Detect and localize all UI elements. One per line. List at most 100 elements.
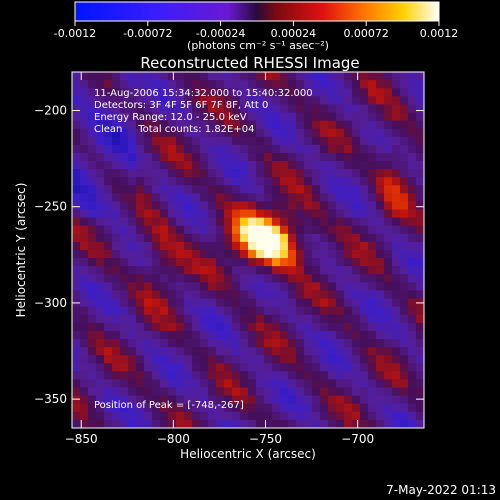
heatmap-cell [280,217,289,227]
heatmap-cell [80,152,89,162]
heatmap-cell [264,290,273,300]
heatmap-cell [184,419,193,428]
heatmap-cell [408,379,417,389]
heatmap-cell [240,306,249,316]
heatmap-cell [344,112,353,122]
heatmap-cell [368,419,377,428]
heatmap-cell [224,88,233,97]
heatmap-cell [80,363,89,372]
heatmap-cell [360,152,369,162]
heatmap-cell [248,339,257,348]
heatmap-cell [280,371,289,380]
heatmap-cell [208,233,217,243]
heatmap-cell [184,120,193,130]
heatmap-cell [376,274,385,283]
heatmap-cell [96,403,105,413]
heatmap-cell [352,314,361,324]
heatmap-cell [136,104,145,113]
heatmap-cell [304,144,313,154]
heatmap-cell [144,250,153,259]
heatmap-cell [224,395,233,405]
heatmap-cell [384,225,393,235]
heatmap-cell [320,419,329,428]
heatmap-cell [168,161,177,170]
heatmap-cell [176,250,185,259]
heatmap-cell [392,274,401,283]
heatmap-cell [224,363,233,372]
heatmap-cell [400,185,409,194]
heatmap-cell [224,96,233,105]
heatmap-cell [240,128,249,138]
heatmap-cell [160,322,169,332]
heatmap-cell [376,379,385,389]
heatmap-cell [344,403,353,413]
heatmap-cell [392,201,401,211]
heatmap-cell [104,330,113,340]
heatmap-cell [360,339,369,348]
heatmap-cell [344,387,353,397]
y-tick-label: −250 [34,200,67,214]
heatmap-cell [88,274,97,283]
heatmap-cell [200,112,209,122]
heatmap-cell [128,250,137,259]
heatmap-cell [360,233,369,243]
heatmap-cell [352,152,361,162]
heatmap-cell [400,88,409,97]
heatmap-cell [320,185,329,194]
heatmap-cell [264,144,273,154]
heatmap-cell [384,72,393,81]
heatmap-cell [96,201,105,211]
heatmap-cell [136,88,145,97]
heatmap-cell [168,411,177,421]
heatmap-cell [120,241,129,251]
heatmap-cell [352,298,361,308]
heatmap-cell [176,209,185,219]
heatmap-cell [240,371,249,380]
heatmap-cell [160,355,169,364]
heatmap-cell [248,419,257,428]
heatmap-cell [224,379,233,389]
y-tick-label: −300 [34,296,67,310]
heatmap-cell [352,128,361,138]
heatmap-cell [400,104,409,113]
heatmap-cell [320,314,329,324]
heatmap-cell [88,330,97,340]
heatmap-cell [416,403,424,413]
heatmap-cell [224,314,233,324]
heatmap-cell [112,185,121,194]
heatmap-cell [328,339,337,348]
heatmap-cell [360,209,369,219]
heatmap-cell [184,403,193,413]
heatmap-cell [136,185,145,194]
heatmap-cell [272,419,281,428]
heatmap-cell [320,411,329,421]
heatmap-cell [160,419,169,428]
heatmap-cell [176,128,185,138]
heatmap-cell [312,306,321,316]
heatmap-cell [216,209,225,219]
heatmap-cell [280,403,289,413]
heatmap-cell [120,96,129,105]
heatmap-cell [312,209,321,219]
heatmap-cell [304,201,313,211]
colorbar-tick-label: -0.00024 [196,27,245,40]
heatmap-cell [336,258,345,267]
heatmap-cell [184,355,193,364]
heatmap-cell [248,411,257,421]
heatmap-cell [376,80,385,89]
heatmap-cell [408,112,417,122]
heatmap-cell [168,250,177,259]
heatmap-cell [152,161,161,170]
heatmap-cell [312,185,321,194]
heatmap-cell [224,225,233,235]
heatmap-cell [304,266,313,275]
heatmap-cell [104,298,113,308]
heatmap-cell [264,80,273,89]
heatmap-cell [96,258,105,267]
heatmap-cell [248,96,257,105]
heatmap-cell [272,347,281,356]
heatmap-cell [176,371,185,380]
heatmap-cell [112,403,121,413]
heatmap-cell [88,120,97,130]
heatmap-cell [224,258,233,267]
